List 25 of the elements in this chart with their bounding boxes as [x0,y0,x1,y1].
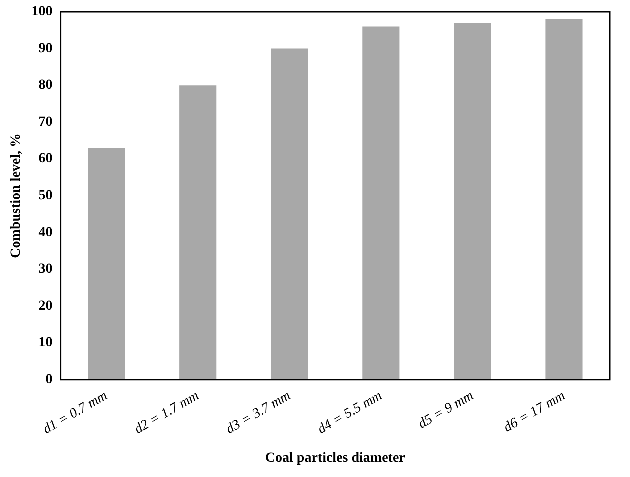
y-tick-label: 10 [38,336,53,351]
x-tick-label: d2 = 1.7 mm [132,388,202,438]
y-tick-label: 100 [32,4,53,20]
y-tick-label: 80 [38,78,53,94]
y-tick-label: 70 [38,114,53,130]
bar [180,86,217,380]
y-tick-label: 0 [46,372,53,388]
bar [454,23,492,380]
x-tick-label: d4 = 5.5 mm [315,388,386,438]
bar [88,148,126,380]
y-tick-label: 40 [38,225,53,240]
y-tick-label: 90 [38,41,53,56]
x-tick-label: d1 = 0.7 mm [40,388,110,438]
bar [546,19,583,380]
x-tick-label: d3 = 3.7 mm [224,388,294,438]
x-tick-label: d6 = 17 mm [502,388,568,436]
x-tick-label: d5 = 9 mm [416,388,477,432]
y-axis-title: Combustion level, % [9,133,24,258]
bar [362,26,400,380]
y-tick-label: 60 [38,152,53,167]
bar [271,48,308,380]
y-tick-label: 50 [38,188,53,204]
y-tick-label: 20 [38,298,53,314]
y-tick-label: 30 [38,262,53,278]
x-axis-title: Coal particles diameter [265,451,406,466]
